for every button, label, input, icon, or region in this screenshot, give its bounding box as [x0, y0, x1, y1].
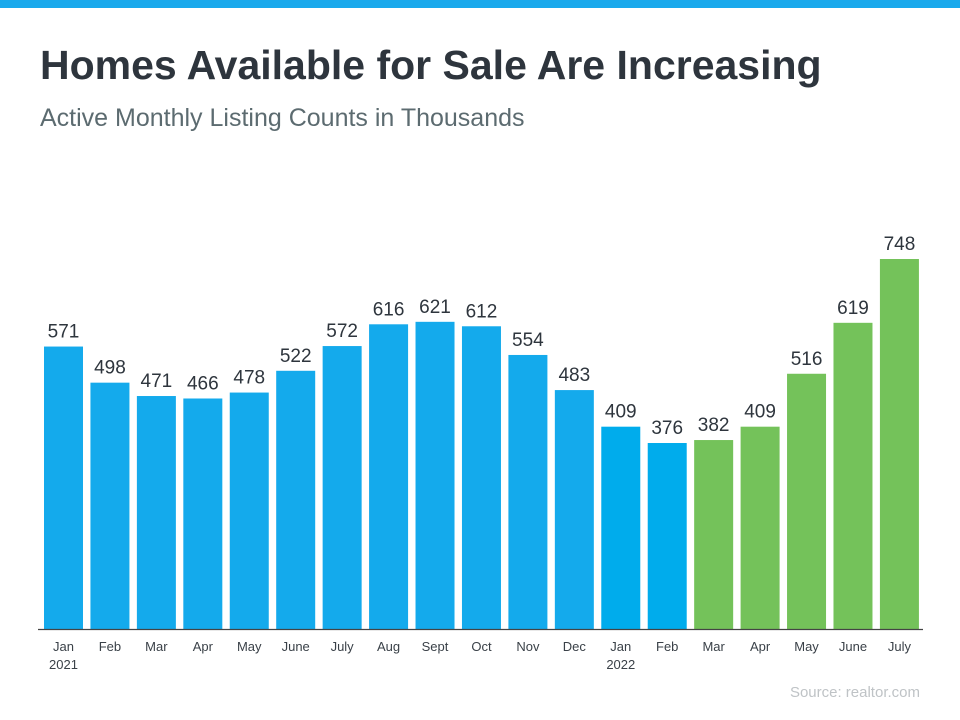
data-label: 409: [744, 402, 776, 423]
bar: [183, 398, 223, 629]
page-title: Homes Available for Sale Are Increasing: [40, 42, 822, 88]
data-label: 572: [326, 321, 358, 342]
x-tick-label: 2021: [49, 657, 78, 672]
x-tick-label: Sept: [422, 639, 449, 654]
data-label: 612: [466, 301, 498, 322]
x-tick-label: July: [331, 639, 355, 654]
bar: [229, 392, 269, 629]
data-label: 571: [48, 322, 80, 343]
bar: [833, 322, 873, 629]
bar: [415, 321, 455, 629]
bar: [461, 326, 501, 629]
bar: [554, 390, 594, 629]
bar: [740, 426, 780, 629]
data-label: 554: [512, 330, 544, 351]
x-tick-label: Oct: [471, 639, 492, 654]
data-label: 471: [141, 371, 173, 392]
data-label: 382: [698, 415, 730, 436]
x-tick-label: Jan: [610, 639, 631, 654]
data-label: 619: [837, 298, 869, 319]
x-tick-label: 2022: [606, 657, 635, 672]
data-label: 516: [791, 349, 823, 370]
x-tick-label: Mar: [702, 639, 725, 654]
x-tick-label: Feb: [99, 639, 121, 654]
x-tick-label: May: [794, 639, 819, 654]
data-label: 466: [187, 373, 219, 394]
bar: [369, 324, 409, 629]
bar: [694, 440, 734, 629]
data-label: 522: [280, 346, 312, 367]
x-tick-label: Apr: [193, 639, 214, 654]
bar: [508, 354, 548, 629]
bar: [647, 443, 687, 629]
x-tick-label: Aug: [377, 639, 400, 654]
data-label: 616: [373, 299, 405, 320]
data-label: 483: [558, 365, 590, 386]
x-tick-label: Jan: [53, 639, 74, 654]
data-label: 498: [94, 358, 126, 379]
x-tick-label: July: [888, 639, 912, 654]
bar: [601, 426, 641, 629]
x-tick-label: Dec: [563, 639, 587, 654]
source-note: Source: realtor.com: [789, 684, 920, 701]
x-tick-label: June: [282, 639, 310, 654]
data-label: 478: [233, 368, 265, 389]
x-tick-label: Feb: [656, 639, 678, 654]
bar: [276, 370, 316, 629]
bar: [90, 382, 130, 629]
bar: [322, 346, 362, 629]
bar: [44, 346, 83, 629]
data-label: 621: [419, 297, 451, 318]
x-tick-label: Mar: [145, 639, 168, 654]
top-accent-bar: [0, 0, 960, 8]
bar: [787, 373, 827, 629]
data-label: 409: [605, 402, 637, 423]
bar: [136, 396, 176, 629]
x-tick-label: May: [237, 639, 262, 654]
data-label: 376: [651, 418, 683, 439]
data-label: 748: [884, 234, 916, 255]
x-tick-label: Nov: [516, 639, 540, 654]
x-tick-label: June: [839, 639, 867, 654]
bar: [879, 259, 919, 629]
page-subtitle: Active Monthly Listing Counts in Thousan…: [40, 104, 525, 132]
x-tick-label: Apr: [750, 639, 771, 654]
